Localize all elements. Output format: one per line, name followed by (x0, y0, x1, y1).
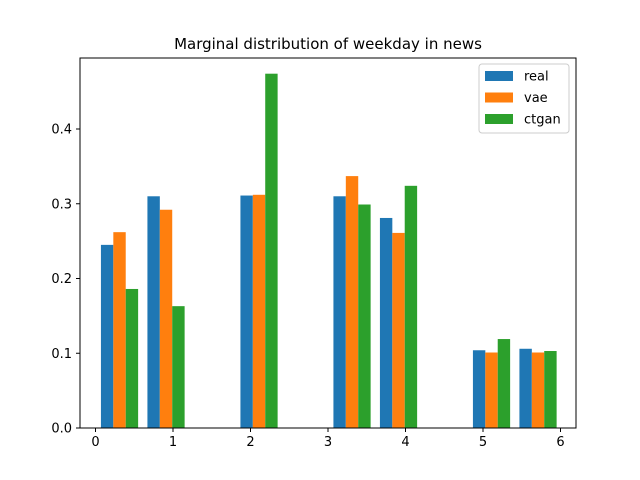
bar-real-6 (519, 348, 532, 428)
bar-vae-2 (252, 194, 266, 428)
x-tick-label-6: 6 (556, 435, 564, 450)
legend-label-real: real (524, 70, 549, 85)
bar-ctgan-3 (358, 204, 371, 428)
bar-ctgan-0 (125, 288, 139, 428)
bar-ctgan-1 (172, 306, 185, 428)
y-tick-label-3: 0.3 (51, 197, 72, 212)
legend-swatch-vae (485, 92, 513, 103)
legend-label-vae: vae (524, 91, 548, 106)
x-tick-label-2: 2 (246, 435, 254, 450)
bar-ctgan-4 (404, 185, 418, 428)
x-tick-label-1: 1 (169, 435, 177, 450)
bar-real-1 (147, 196, 160, 428)
bar-ctgan-2 (265, 73, 278, 429)
x-tick-label-3: 3 (324, 435, 332, 450)
bar-real-2 (240, 195, 253, 428)
chart-title: Marginal distribution of weekday in news (174, 35, 482, 53)
bars-group (100, 73, 557, 429)
bar-real-0 (100, 244, 114, 428)
bar-vae-1 (159, 209, 173, 428)
legend-label-ctgan: ctgan (524, 113, 561, 128)
bar-vae-3 (345, 176, 359, 428)
y-tick-label-1: 0.1 (51, 347, 72, 362)
y-tick-label-2: 0.2 (51, 272, 72, 287)
y-tick-label-4: 0.4 (51, 123, 72, 138)
bar-real-3 (333, 196, 346, 428)
x-tick-label-5: 5 (479, 435, 487, 450)
bar-real-4 (379, 217, 393, 428)
x-axis: 0 1 2 3 4 5 6 (91, 428, 565, 450)
x-tick-label-4: 4 (401, 435, 409, 450)
bar-real-5 (472, 350, 486, 428)
x-tick-label-0: 0 (91, 435, 99, 450)
y-axis: 0.0 0.1 0.2 0.3 0.4 (51, 123, 80, 437)
bar-ctgan-6 (544, 351, 557, 428)
bar-vae-6 (531, 352, 545, 428)
legend: real vae ctgan (478, 63, 570, 134)
legend-swatch-ctgan (485, 114, 513, 124)
bar-vae-4 (392, 232, 405, 428)
bar-vae-0 (113, 232, 126, 428)
bar-ctgan-5 (497, 339, 511, 428)
legend-swatch-real (485, 71, 513, 81)
bar-vae-5 (485, 352, 498, 428)
y-tick-label-0: 0.0 (51, 422, 72, 437)
